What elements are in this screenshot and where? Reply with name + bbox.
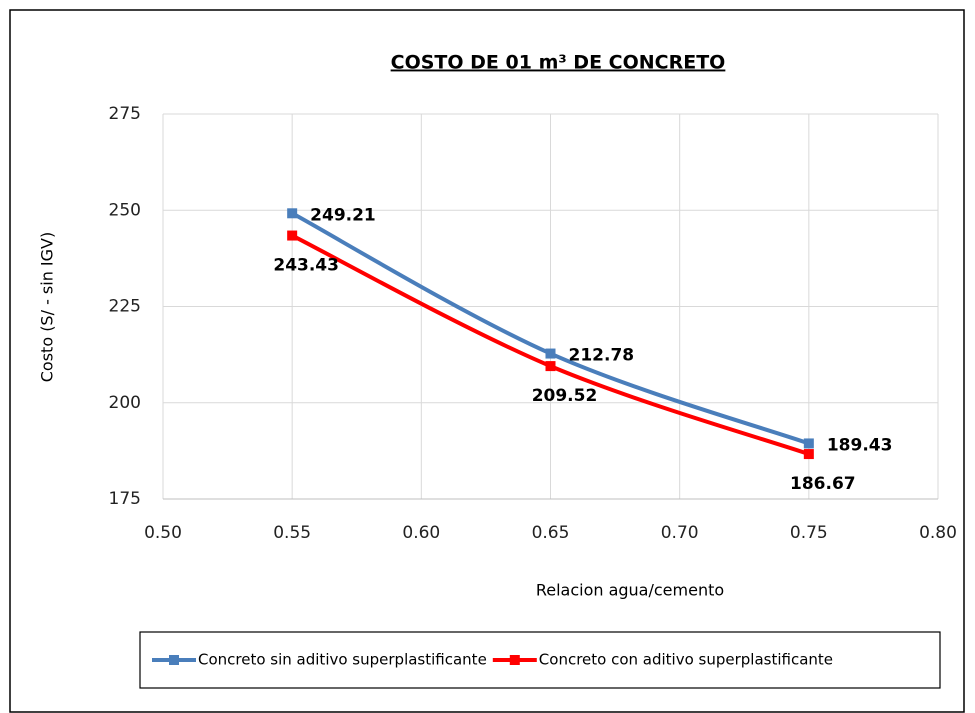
legend-label: Concreto sin aditivo superplastificante xyxy=(198,651,487,669)
y-tick-label: 275 xyxy=(109,104,141,124)
x-tick-label: 0.75 xyxy=(790,523,828,543)
legend-box xyxy=(139,631,941,689)
x-tick-label: 0.55 xyxy=(273,523,311,543)
legend-marker xyxy=(509,655,520,665)
y-tick-label: 225 xyxy=(109,297,141,317)
data-label: 212.78 xyxy=(569,346,635,366)
point-marker xyxy=(803,438,814,449)
legend-label: Concreto con aditivo superplastificante xyxy=(539,651,833,669)
legend-marker xyxy=(169,655,179,665)
x-tick-label: 0.80 xyxy=(919,523,957,543)
y-tick-label: 250 xyxy=(109,200,141,220)
data-label: 209.52 xyxy=(532,386,598,406)
y-axis-label: Costo (S/ - sin IGV) xyxy=(38,232,57,383)
x-tick-label: 0.65 xyxy=(532,523,570,543)
point-marker xyxy=(545,361,556,372)
point-marker xyxy=(287,230,298,241)
x-tick-label: 0.60 xyxy=(402,523,440,543)
x-axis-label: Relacion agua/cemento xyxy=(536,581,724,600)
data-label: 186.67 xyxy=(790,474,856,494)
chart-title: COSTO DE 01 m³ DE CONCRETO xyxy=(391,52,726,74)
x-tick-label: 0.50 xyxy=(144,523,182,543)
data-label: 189.43 xyxy=(827,435,893,455)
y-tick-label: 200 xyxy=(109,393,141,413)
y-tick-label: 175 xyxy=(109,489,141,509)
point-marker xyxy=(803,449,814,460)
point-marker xyxy=(287,208,298,219)
data-label: 249.21 xyxy=(310,205,376,225)
point-marker xyxy=(545,348,556,359)
x-tick-label: 0.70 xyxy=(661,523,699,543)
chart-frame xyxy=(9,9,965,713)
data-label: 243.43 xyxy=(273,256,339,276)
